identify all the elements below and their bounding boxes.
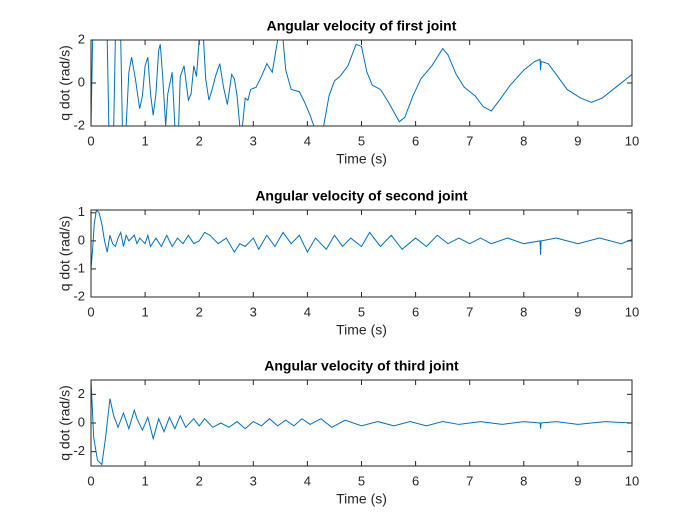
y-tick-label: -2 bbox=[73, 117, 85, 132]
x-tick-label: 7 bbox=[466, 133, 473, 148]
data-line bbox=[91, 380, 632, 466]
x-tick-label: 6 bbox=[412, 304, 419, 319]
x-tick-label: 0 bbox=[87, 304, 94, 319]
x-tick-label: 8 bbox=[520, 473, 527, 488]
x-tick-label: 1 bbox=[141, 133, 148, 148]
x-tick-label: 0 bbox=[87, 473, 94, 488]
x-tick-label: 3 bbox=[250, 133, 257, 148]
y-tick-label: 1 bbox=[78, 204, 85, 219]
y-tick-label: -1 bbox=[73, 260, 85, 275]
x-tick-label: 3 bbox=[250, 304, 257, 319]
chart-title: Angular velocity of third joint bbox=[264, 358, 459, 374]
x-axis-label: Time (s) bbox=[336, 322, 387, 338]
x-tick-label: 1 bbox=[141, 473, 148, 488]
chart-title: Angular velocity of first joint bbox=[267, 18, 457, 34]
x-tick-label: 4 bbox=[304, 133, 311, 148]
data-line bbox=[91, 40, 632, 126]
axes-background bbox=[91, 210, 632, 297]
y-tick-label: 0 bbox=[78, 414, 85, 429]
x-tick-label: 1 bbox=[141, 304, 148, 319]
y-tick-label: 0 bbox=[78, 232, 85, 247]
axes-background bbox=[91, 40, 632, 126]
y-tick-label: -2 bbox=[73, 443, 85, 458]
x-tick-label: 10 bbox=[625, 133, 639, 148]
x-tick-label: 2 bbox=[196, 304, 203, 319]
x-tick-label: 8 bbox=[520, 304, 527, 319]
x-tick-label: 6 bbox=[412, 133, 419, 148]
y-tick-label: -2 bbox=[73, 288, 85, 303]
data-line bbox=[91, 210, 632, 269]
y-axis-label: q dot (rad/s) bbox=[57, 385, 73, 460]
x-tick-label: 2 bbox=[196, 133, 203, 148]
x-tick-label: 5 bbox=[358, 473, 365, 488]
x-tick-label: 10 bbox=[625, 304, 639, 319]
x-tick-label: 7 bbox=[466, 473, 473, 488]
x-axis-label: Time (s) bbox=[336, 491, 387, 507]
x-tick-label: 4 bbox=[304, 473, 311, 488]
x-tick-label: 6 bbox=[412, 473, 419, 488]
x-tick-label: 5 bbox=[358, 133, 365, 148]
x-tick-label: 9 bbox=[574, 473, 581, 488]
x-axis-label: Time (s) bbox=[336, 151, 387, 167]
chart-title: Angular velocity of second joint bbox=[255, 188, 468, 204]
x-tick-label: 2 bbox=[196, 473, 203, 488]
x-tick-label: 7 bbox=[466, 304, 473, 319]
y-tick-label: 2 bbox=[78, 386, 85, 401]
x-tick-label: 9 bbox=[574, 133, 581, 148]
y-axis-label: q dot (rad/s) bbox=[57, 216, 73, 291]
x-tick-label: 8 bbox=[520, 133, 527, 148]
x-tick-label: 10 bbox=[625, 473, 639, 488]
x-tick-label: 9 bbox=[574, 304, 581, 319]
y-tick-label: 2 bbox=[78, 31, 85, 46]
y-axis-label: q dot (rad/s) bbox=[57, 45, 73, 120]
x-tick-label: 5 bbox=[358, 304, 365, 319]
x-tick-label: 4 bbox=[304, 304, 311, 319]
y-tick-label: 0 bbox=[78, 74, 85, 89]
x-tick-label: 0 bbox=[87, 133, 94, 148]
x-tick-label: 3 bbox=[250, 473, 257, 488]
